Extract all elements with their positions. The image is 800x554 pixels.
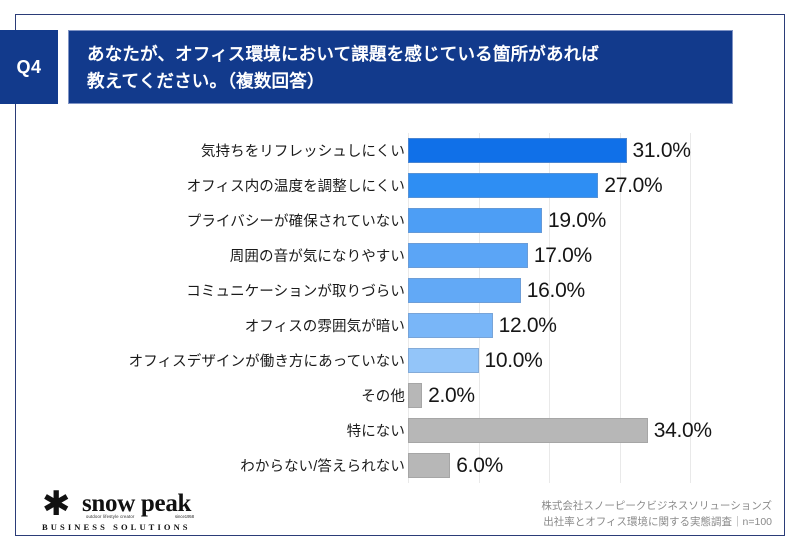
category-label: わからない/答えられない xyxy=(240,459,405,475)
gridline xyxy=(549,133,550,483)
bar-value-label: 31.0% xyxy=(632,138,691,162)
bar xyxy=(408,313,493,338)
logo-subtext-left: outdoor lifestyle creator xyxy=(86,514,135,519)
question-title-line-1: あなたが、オフィス環境において課題を感じている箇所があれば xyxy=(87,44,600,64)
bar-wrapper: 27.0% xyxy=(408,168,800,203)
category-label: オフィス内の温度を調整しにくい xyxy=(186,179,405,195)
chart-row: オフィス内の温度を調整しにくい 27.0% xyxy=(0,168,800,203)
chart-row: オフィスデザインが働き方にあっていない 10.0% xyxy=(0,343,800,378)
gridline xyxy=(408,133,409,483)
bar xyxy=(408,208,542,233)
bar-wrapper: 31.0% xyxy=(408,133,800,168)
asterisk-star-icon: ✱ xyxy=(42,485,71,523)
chart-plot-area xyxy=(408,133,738,483)
bar-wrapper: 16.0% xyxy=(408,273,800,308)
bar xyxy=(408,278,521,303)
category-label: 周囲の音が気になりやすい xyxy=(229,249,405,265)
chart-row: オフィスの雰囲気が暗い 12.0% xyxy=(0,308,800,343)
bar xyxy=(408,418,648,443)
bar-wrapper: 34.0% xyxy=(408,413,800,448)
logo-tagline: BUSINESS SOLUTIONS xyxy=(42,522,191,532)
bar-value-label: 12.0% xyxy=(498,313,557,337)
question-header: Q4 あなたが、オフィス環境において課題を感じている箇所があれば 教えてください… xyxy=(0,30,800,104)
source-attribution: 株式会社スノーピークビジネスソリューションズ 出社率とオフィス環境に関する実態調… xyxy=(541,499,772,530)
bar-value-label: 34.0% xyxy=(653,418,712,442)
category-label: その他 xyxy=(361,389,405,405)
logo-wordmark: snow peak xyxy=(82,490,192,517)
gridline xyxy=(619,133,621,483)
bar-value-label: 27.0% xyxy=(604,173,663,197)
bar xyxy=(408,348,479,373)
chart-row: わからない/答えられない 6.0% xyxy=(0,448,800,483)
source-line-1: 株式会社スノーピークビジネスソリューションズ xyxy=(541,500,772,512)
category-label: オフィスデザインが働き方にあっていない xyxy=(128,354,405,370)
chart-row: 気持ちをリフレッシュしにくい 31.0% xyxy=(0,133,800,168)
gridline xyxy=(690,133,691,483)
bar-wrapper: 6.0% xyxy=(408,448,800,483)
source-line-2: 出社率とオフィス環境に関する実態調査｜n=100 xyxy=(543,515,772,528)
gridline xyxy=(478,133,480,483)
bar-wrapper: 12.0% xyxy=(408,308,800,343)
bar xyxy=(408,453,451,478)
category-label: 気持ちをリフレッシュしにくい xyxy=(200,144,405,160)
bar-chart: 気持ちをリフレッシュしにくい 31.0% オフィス内の温度を調整しにくい 27.0% プ… xyxy=(0,133,800,483)
chart-row: コミュニケーションが取りづらい 16.0% xyxy=(0,273,800,308)
chart-row: 特にない 34.0% xyxy=(0,413,800,448)
chart-row: プライバシーが確保されていない 19.0% xyxy=(0,203,800,238)
bar-wrapper: 2.0% xyxy=(408,378,800,413)
logo-subtext-right: since1958 xyxy=(175,514,195,519)
bar-value-label: 17.0% xyxy=(533,243,592,267)
bar xyxy=(408,243,528,268)
bar-wrapper: 10.0% xyxy=(408,343,800,378)
bar-value-label: 16.0% xyxy=(526,278,585,302)
category-label: プライバシーが確保されていない xyxy=(186,214,405,230)
question-title-box: あなたが、オフィス環境において課題を感じている箇所があれば 教えてください。（複… xyxy=(68,30,733,104)
category-label: オフィスの雰囲気が暗い xyxy=(244,319,405,335)
question-number-badge: Q4 xyxy=(0,30,58,104)
bar-value-label: 19.0% xyxy=(547,208,606,232)
bar-value-label: 2.0% xyxy=(428,383,475,407)
question-title-line-2: 教えてください。（複数回答） xyxy=(87,71,325,91)
category-label: コミュニケーションが取りづらい xyxy=(186,284,405,300)
bar-wrapper: 17.0% xyxy=(408,238,800,273)
chart-row: その他 2.0% xyxy=(0,378,800,413)
bar-value-label: 6.0% xyxy=(456,453,503,477)
bar-wrapper: 19.0% xyxy=(408,203,800,238)
snow-peak-logo: ✱ snow peak outdoor lifestyle creator si… xyxy=(42,487,302,535)
bar xyxy=(408,173,599,198)
bar-value-label: 10.0% xyxy=(484,348,543,372)
chart-row: 周囲の音が気になりやすい 17.0% xyxy=(0,238,800,273)
category-label: 特にない xyxy=(346,424,405,440)
bar xyxy=(408,383,423,408)
bar xyxy=(408,138,627,163)
